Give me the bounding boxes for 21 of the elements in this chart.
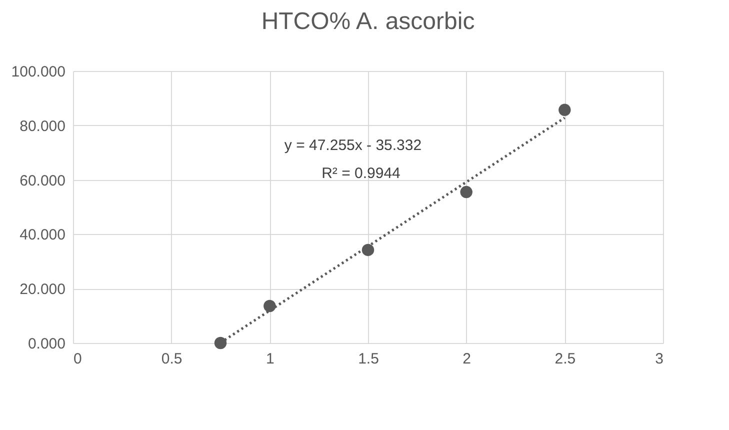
x-tick-label: 3: [655, 350, 664, 368]
annotation: R² = 0.9944: [322, 165, 400, 182]
x-tick-label: 0.5: [161, 350, 182, 368]
y-tick-label: 100.000: [11, 64, 66, 80]
x-tick-label: 2: [462, 350, 472, 368]
chart-title: HTCO% A. ascorbic: [261, 8, 475, 35]
x-tick-label: 2.5: [554, 350, 576, 368]
y-tick-label: 0.000: [28, 336, 66, 352]
y-tick-label: 80.000: [20, 118, 66, 135]
y-tick-label: 40.000: [20, 226, 66, 244]
y-tick-label: 20.000: [20, 281, 66, 298]
point: [460, 186, 472, 198]
point: [558, 104, 571, 116]
annotation: y = 47.255x - 35.332: [284, 137, 422, 154]
x-tick-label: 1: [266, 350, 274, 368]
y-tick-label: 60.000: [20, 172, 66, 190]
point: [264, 300, 276, 312]
x-tick-label: 1.5: [358, 350, 379, 368]
point: [362, 244, 374, 256]
point: [214, 336, 227, 350]
x-tick-label: 0: [74, 350, 82, 368]
